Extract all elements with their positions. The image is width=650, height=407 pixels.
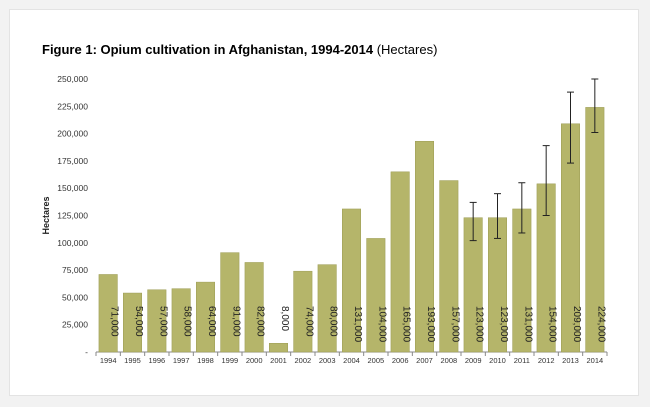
x-tick-label: 1994 [100, 356, 117, 365]
chart-title-unit: (Hectares) [376, 42, 438, 57]
data-label-2011: 131,000 [522, 306, 533, 343]
x-tick-label: 1998 [197, 356, 214, 365]
data-label-2009: 123,000 [474, 306, 485, 343]
x-tick-label: 2010 [489, 356, 506, 365]
data-label-1998: 64,000 [206, 306, 217, 337]
y-tick-label: 175,000 [57, 156, 88, 166]
data-label-2005: 104,000 [376, 306, 387, 343]
x-tick-label: 2006 [392, 356, 409, 365]
bar-1994 [98, 274, 118, 353]
y-tick-label: 25,000 [62, 320, 88, 330]
y-tick-label: 75,000 [62, 265, 88, 275]
bar-2008 [439, 180, 459, 353]
data-label-2014: 224,000 [595, 306, 606, 343]
x-tick-label: 2014 [586, 356, 603, 365]
bar-1997 [171, 288, 191, 353]
x-tick-label: 2011 [514, 356, 530, 365]
bar-2002 [293, 270, 313, 353]
x-tick-label: 2009 [465, 356, 482, 365]
x-tick-label: 2002 [294, 356, 311, 365]
data-label-2004: 131,000 [352, 306, 363, 343]
x-tick-label: 2007 [416, 356, 433, 365]
data-label-2012: 154,000 [547, 306, 558, 343]
chart-title: Figure 1: Opium cultivation in Afghanist… [42, 42, 437, 57]
x-tick-label: 2004 [343, 356, 360, 365]
bar-2001 [269, 343, 288, 353]
data-label-2001: 8,000 [279, 306, 290, 331]
bar-1996 [147, 289, 167, 353]
data-label-1994: 71,000 [109, 306, 120, 337]
data-label-2007: 193,000 [425, 306, 436, 343]
data-label-2013: 209,000 [571, 306, 582, 343]
y-tick-label: 100,000 [57, 238, 88, 248]
data-label-2008: 157,000 [449, 306, 460, 343]
data-label-2003: 80,000 [328, 306, 339, 337]
y-tick-label: 225,000 [57, 101, 88, 111]
data-label-1996: 57,000 [157, 306, 168, 337]
bar-2000 [244, 262, 264, 353]
y-axis-title: Hectares [41, 196, 51, 234]
data-label-2002: 74,000 [303, 306, 314, 337]
x-tick-label: 2000 [246, 356, 263, 365]
data-label-2000: 82,000 [255, 306, 266, 337]
y-tick-label: 200,000 [57, 129, 88, 139]
bar-2003 [317, 264, 337, 353]
x-tick-label: 2003 [319, 356, 336, 365]
y-tick-label: 150,000 [57, 183, 88, 193]
data-label-2010: 123,000 [498, 306, 509, 343]
bar-2004 [342, 208, 361, 353]
data-label-1997: 58,000 [182, 306, 193, 337]
data-label-2006: 165,000 [401, 306, 412, 343]
data-label-1995: 54,000 [133, 306, 144, 337]
x-tick-label: 1999 [221, 356, 238, 365]
x-tick-label: 2001 [270, 356, 287, 365]
y-tick-label: 50,000 [62, 292, 88, 302]
bar-2006 [390, 171, 410, 353]
y-tick-label: 125,000 [57, 211, 88, 221]
x-tick-label: 2005 [367, 356, 384, 365]
x-tick-label: 1996 [148, 356, 165, 365]
chart-title-main: Figure 1: Opium cultivation in Afghanist… [42, 42, 374, 57]
x-tick-label: 2013 [562, 356, 579, 365]
bar-1998 [196, 281, 215, 353]
x-tick-label: 1995 [124, 356, 141, 365]
bar-1999 [220, 252, 240, 353]
bar-2007 [415, 140, 434, 353]
bar-2005 [366, 238, 386, 353]
y-tick-label: - [85, 347, 88, 357]
x-tick-label: 1997 [173, 356, 190, 365]
x-tick-label: 2008 [440, 356, 457, 365]
y-tick-label: 250,000 [57, 74, 88, 84]
bar-1995 [123, 292, 142, 353]
x-tick-label: 2012 [538, 356, 555, 365]
data-label-1999: 91,000 [230, 306, 241, 337]
